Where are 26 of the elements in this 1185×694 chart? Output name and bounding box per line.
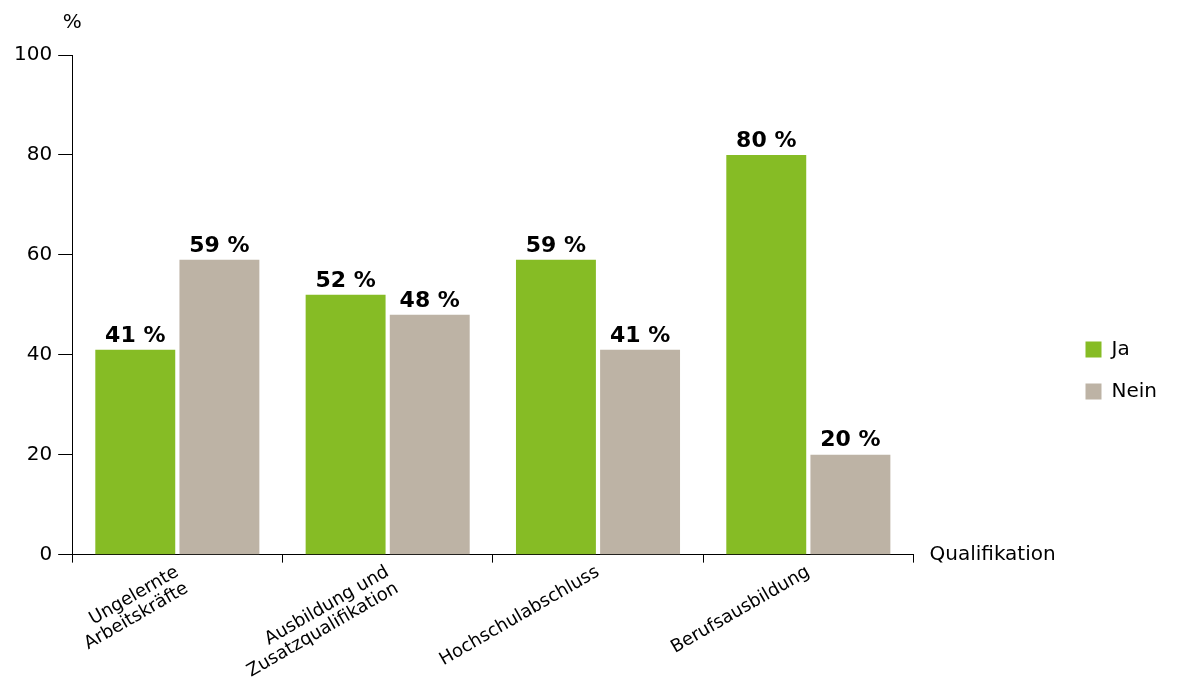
data-label: 59 % — [189, 231, 250, 257]
legend-label: Ja — [1109, 335, 1130, 360]
bar — [515, 259, 596, 555]
y-tick-label: 0 — [39, 540, 53, 565]
x-axis-title: Qualifikation — [929, 540, 1056, 565]
y-tick-label: 100 — [13, 41, 53, 66]
data-label: 80 % — [736, 126, 797, 152]
legend-label: Nein — [1111, 377, 1157, 402]
y-tick-label: 20 — [26, 440, 53, 465]
y-tick-label: 40 — [26, 340, 53, 365]
y-axis-title: % — [62, 9, 82, 34]
bar — [305, 294, 386, 555]
bar — [95, 349, 176, 555]
bar — [726, 154, 807, 555]
data-label: 48 % — [399, 286, 460, 312]
data-label: 52 % — [315, 266, 376, 292]
bar — [179, 259, 260, 555]
bar — [600, 349, 681, 555]
data-label: 41 % — [609, 321, 671, 347]
data-label: 41 % — [105, 321, 166, 347]
bar — [389, 314, 470, 555]
data-label: 59 % — [525, 231, 587, 257]
bar — [810, 454, 891, 555]
data-label: 20 % — [820, 426, 881, 452]
y-tick-label: 80 — [26, 141, 53, 166]
y-tick-label: 60 — [26, 241, 53, 266]
